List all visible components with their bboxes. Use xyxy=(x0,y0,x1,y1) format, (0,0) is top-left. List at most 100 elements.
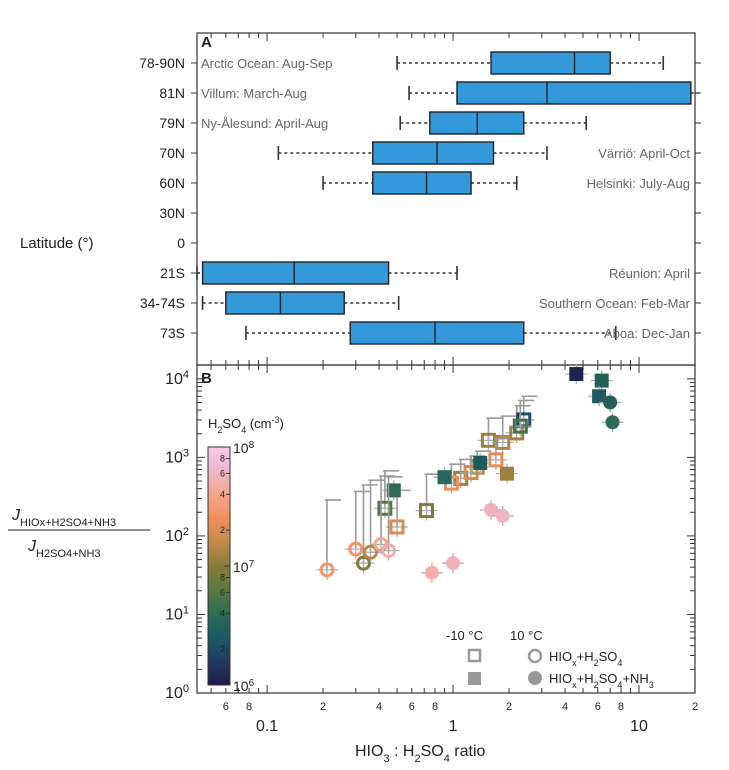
colorbar-tick-label: 2 xyxy=(220,644,225,654)
legend-label-row2-part: 4 xyxy=(617,680,622,690)
colorbar-tick-label: 107 xyxy=(233,559,255,576)
data-point xyxy=(420,562,443,583)
box-iqr xyxy=(372,141,495,165)
marker-open-circle xyxy=(355,555,371,571)
marker-open-circle xyxy=(381,543,397,559)
site-label: Southern Ocean: Feb-Mar xyxy=(539,296,691,311)
marker-filled-square xyxy=(569,367,584,382)
colorbar-title-part: ) xyxy=(280,416,284,431)
data-point xyxy=(433,467,456,488)
marker-open-square xyxy=(480,432,496,448)
x-axis-label-part: 4 xyxy=(444,753,450,765)
panel-a-letter: A xyxy=(201,34,212,51)
site-label: Villum: March-Aug xyxy=(201,86,307,101)
legend-label-row2-part: +H xyxy=(577,671,594,686)
marker-filled-square xyxy=(594,373,609,388)
legend-label-row1-part: 2 xyxy=(594,658,599,668)
marker-filled-square xyxy=(437,470,452,485)
data-point xyxy=(480,499,503,520)
y-axis-label-numerator-part: 4 xyxy=(81,517,87,529)
legend-label-row2-part: 2 xyxy=(594,680,599,690)
legend-label-row2-part: 3 xyxy=(649,680,654,690)
panel-b-letter: B xyxy=(201,370,212,387)
x-minor-tick-label: 4 xyxy=(376,701,382,713)
y-axis-label-denominator-part: J xyxy=(27,538,37,555)
colorbar-tick-label: 2 xyxy=(220,525,225,535)
y-tick-label-base: 10 xyxy=(165,685,183,702)
colorbar-tick-label: 8 xyxy=(220,573,225,583)
legend-label-row1-part: 4 xyxy=(617,658,622,668)
data-point xyxy=(373,469,399,519)
data-point xyxy=(565,364,588,385)
x-major-tick-label: 0.1 xyxy=(256,718,278,735)
series-open-circle xyxy=(315,475,403,580)
data-point xyxy=(588,386,611,407)
series-filled-square xyxy=(382,364,613,501)
marker-filled-circle xyxy=(446,556,461,571)
box-79N xyxy=(399,111,587,135)
x-minor-tick-label: 2 xyxy=(320,701,326,713)
y-axis-label-denominator-part: SO xyxy=(50,548,66,560)
colorbar-title-part: 2 xyxy=(217,425,222,435)
x-minor-tick-label: 8 xyxy=(246,701,252,713)
legend-label-row2-part: x xyxy=(572,680,577,690)
data-point xyxy=(359,479,385,563)
y-tick-label-exp: 1 xyxy=(183,604,189,616)
legend-label-row2-part: +NH xyxy=(622,671,648,686)
box-iqr xyxy=(490,51,611,75)
y-axis-label-denominator-part: 3 xyxy=(94,548,100,560)
data-point xyxy=(377,476,403,561)
lat-tick-label: 70N xyxy=(159,145,185,161)
box-73S xyxy=(245,321,617,345)
y-axis-label-numerator-part: SO xyxy=(66,517,82,529)
lat-tick-label: 60N xyxy=(159,175,185,191)
x-axis-label-part: 3 xyxy=(383,753,389,765)
series-filled-circle xyxy=(420,392,624,583)
lat-tick-label: 81N xyxy=(159,85,185,101)
legend-header-cold: -10 °C xyxy=(446,628,483,643)
marker-open-circle xyxy=(363,544,379,560)
marker-filled-square xyxy=(473,455,488,470)
colorbar-tick-label-exp: 7 xyxy=(249,559,255,570)
panel-a-box-plot: A 78-90N 81N 79N 70N 60N 30N 0 21S 34-74S 73S Arcti… xyxy=(20,32,701,366)
data-point xyxy=(382,480,405,501)
lat-tick-label: 30N xyxy=(159,205,185,221)
legend-filled-circle xyxy=(528,671,542,685)
y-axis-label-numerator-part: +H xyxy=(45,517,59,529)
marker-open-circle xyxy=(319,562,335,578)
data-point xyxy=(477,417,503,451)
box-21S xyxy=(196,261,458,285)
x-minor-tick-label: 4 xyxy=(562,701,568,713)
y-tick-label: 101 xyxy=(165,604,189,623)
legend-label-row1-part: +H xyxy=(577,649,594,664)
data-point xyxy=(599,392,622,413)
x-axis-label-part: ratio xyxy=(450,743,486,760)
legend-label-row1: HIOx+H2SO4 xyxy=(549,649,622,668)
box-iqr xyxy=(456,81,692,105)
y-axis-label-numerator-part: x xyxy=(40,517,46,529)
data-point xyxy=(509,399,535,437)
site-label: Arctic Ocean: Aug-Sep xyxy=(201,56,333,71)
data-point xyxy=(601,412,624,433)
marker-filled-circle xyxy=(424,565,439,580)
x-minor-tick-label: 8 xyxy=(432,701,438,713)
y-tick-label-exp: 4 xyxy=(183,369,189,381)
colorbar-tick-label: 108 xyxy=(233,440,255,457)
lat-tick-label: 73S xyxy=(160,325,185,341)
marker-filled-square xyxy=(499,466,514,481)
data-point xyxy=(484,437,510,470)
data-point xyxy=(491,505,514,526)
y-axis-label-denominator-part: H xyxy=(36,548,44,560)
lat-tick-label: 79N xyxy=(159,115,185,131)
box-81N xyxy=(408,81,699,105)
y-tick-label-exp: 0 xyxy=(183,683,189,695)
data-point xyxy=(469,452,492,473)
legend-label-row2-part: HIO xyxy=(549,671,572,686)
colorbar-tick-label-exp: 8 xyxy=(249,440,255,451)
y-tick-label-base: 10 xyxy=(165,528,183,545)
x-axis-label-part: 2 xyxy=(414,753,420,765)
marker-open-square xyxy=(419,503,435,519)
marker-filled-circle xyxy=(484,502,499,517)
x-major-tick-label: 10 xyxy=(630,718,648,735)
x-minor-tick-label: 6 xyxy=(223,701,229,713)
